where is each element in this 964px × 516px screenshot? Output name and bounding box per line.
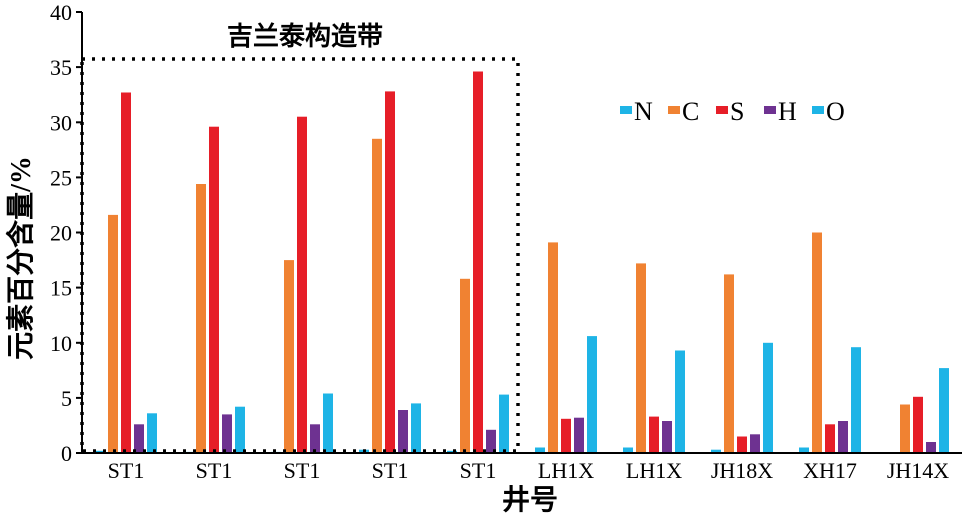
y-tick-label: 10 [50,331,72,356]
bar-h-9 [838,421,848,453]
legend-label-n: N [634,97,653,126]
bar-h-7 [662,421,672,453]
y-tick-label: 5 [61,386,72,411]
bar-n-8 [711,449,721,453]
bar-s-10 [913,396,923,453]
y-tick-label: 25 [50,165,72,190]
bar-h-10 [926,442,936,453]
bar-c-9 [812,232,822,453]
bar-n-1 [95,450,105,453]
bar-n-7 [623,447,633,453]
legend-swatch-n [620,106,632,114]
bar-s-9 [825,424,835,453]
bar-h-6 [574,417,584,453]
bar-c-5 [460,278,470,453]
bar-o-2 [235,406,245,453]
bar-o-7 [675,350,685,453]
legend-swatch-o [812,106,824,114]
legend-label-o: O [826,97,845,126]
bar-s-3 [297,116,307,453]
bar-s-7 [649,416,659,453]
bar-o-5 [499,394,509,453]
annotation-label: 吉兰泰构造带 [227,22,383,51]
bar-s-5 [473,71,483,453]
bar-o-8 [763,342,773,454]
bar-c-6 [548,242,558,453]
bar-h-3 [310,424,320,453]
bar-n-9 [799,447,809,453]
y-axis-ticks: 0 5 10 15 20 25 30 35 40 [50,0,82,466]
bar-s-6 [561,418,571,453]
x-tick-label: ST1 [372,458,409,483]
bar-c-2 [196,184,206,453]
bar-s-1 [121,92,131,453]
bar-s-4 [385,91,395,454]
bar-o-9 [851,347,861,453]
bar-o-3 [323,393,333,453]
bar-o-6 [587,336,597,453]
x-tick-label: ST1 [460,458,497,483]
bar-o-1 [147,413,157,453]
bar-h-2 [222,414,232,453]
legend-label-s: S [730,97,744,126]
bar-s-8 [737,436,747,453]
x-tick-label: LH1X [538,458,594,483]
x-tick-label: XH17 [803,458,857,483]
bar-c-3 [284,260,294,453]
bars-group [95,71,949,454]
y-tick-label: 20 [50,221,72,246]
legend-swatch-h [764,106,776,114]
y-axis-label: 元素百分含量/% [4,156,37,360]
legend-swatch-s [716,106,728,114]
legend-label-c: C [682,97,699,126]
legend-label-h: H [778,97,797,126]
bar-c-10 [900,404,910,453]
x-tick-label: ST1 [108,458,145,483]
bar-h-4 [398,410,408,453]
bar-h-8 [750,434,760,453]
y-tick-label: 0 [61,441,72,466]
bar-c-7 [636,263,646,453]
bar-h-1 [134,424,144,453]
bar-c-1 [108,214,118,453]
x-tick-label: LH1X [626,458,682,483]
y-tick-label: 35 [50,55,72,80]
y-tick-label: 30 [50,110,72,135]
x-tick-label: ST1 [284,458,321,483]
x-tick-label: JH18X [711,458,773,483]
bar-c-4 [372,138,382,454]
bar-n-6 [535,447,545,453]
bar-s-2 [209,126,219,453]
bar-n-5 [447,450,457,453]
y-tick-label: 15 [50,276,72,301]
bar-c-8 [724,274,734,453]
x-tick-label: ST1 [196,458,233,483]
y-tick-label: 40 [50,0,72,25]
x-axis-ticks: ST1 ST1 ST1 ST1 ST1 LH1X LH1X JH18X XH17 JH14X [108,458,950,483]
x-axis-label: 井号 [502,484,558,516]
x-tick-label: JH14X [887,458,949,483]
bar-o-4 [411,403,421,453]
legend-swatch-c [668,106,680,114]
bar-o-10 [939,368,949,453]
bar-h-5 [486,429,496,453]
